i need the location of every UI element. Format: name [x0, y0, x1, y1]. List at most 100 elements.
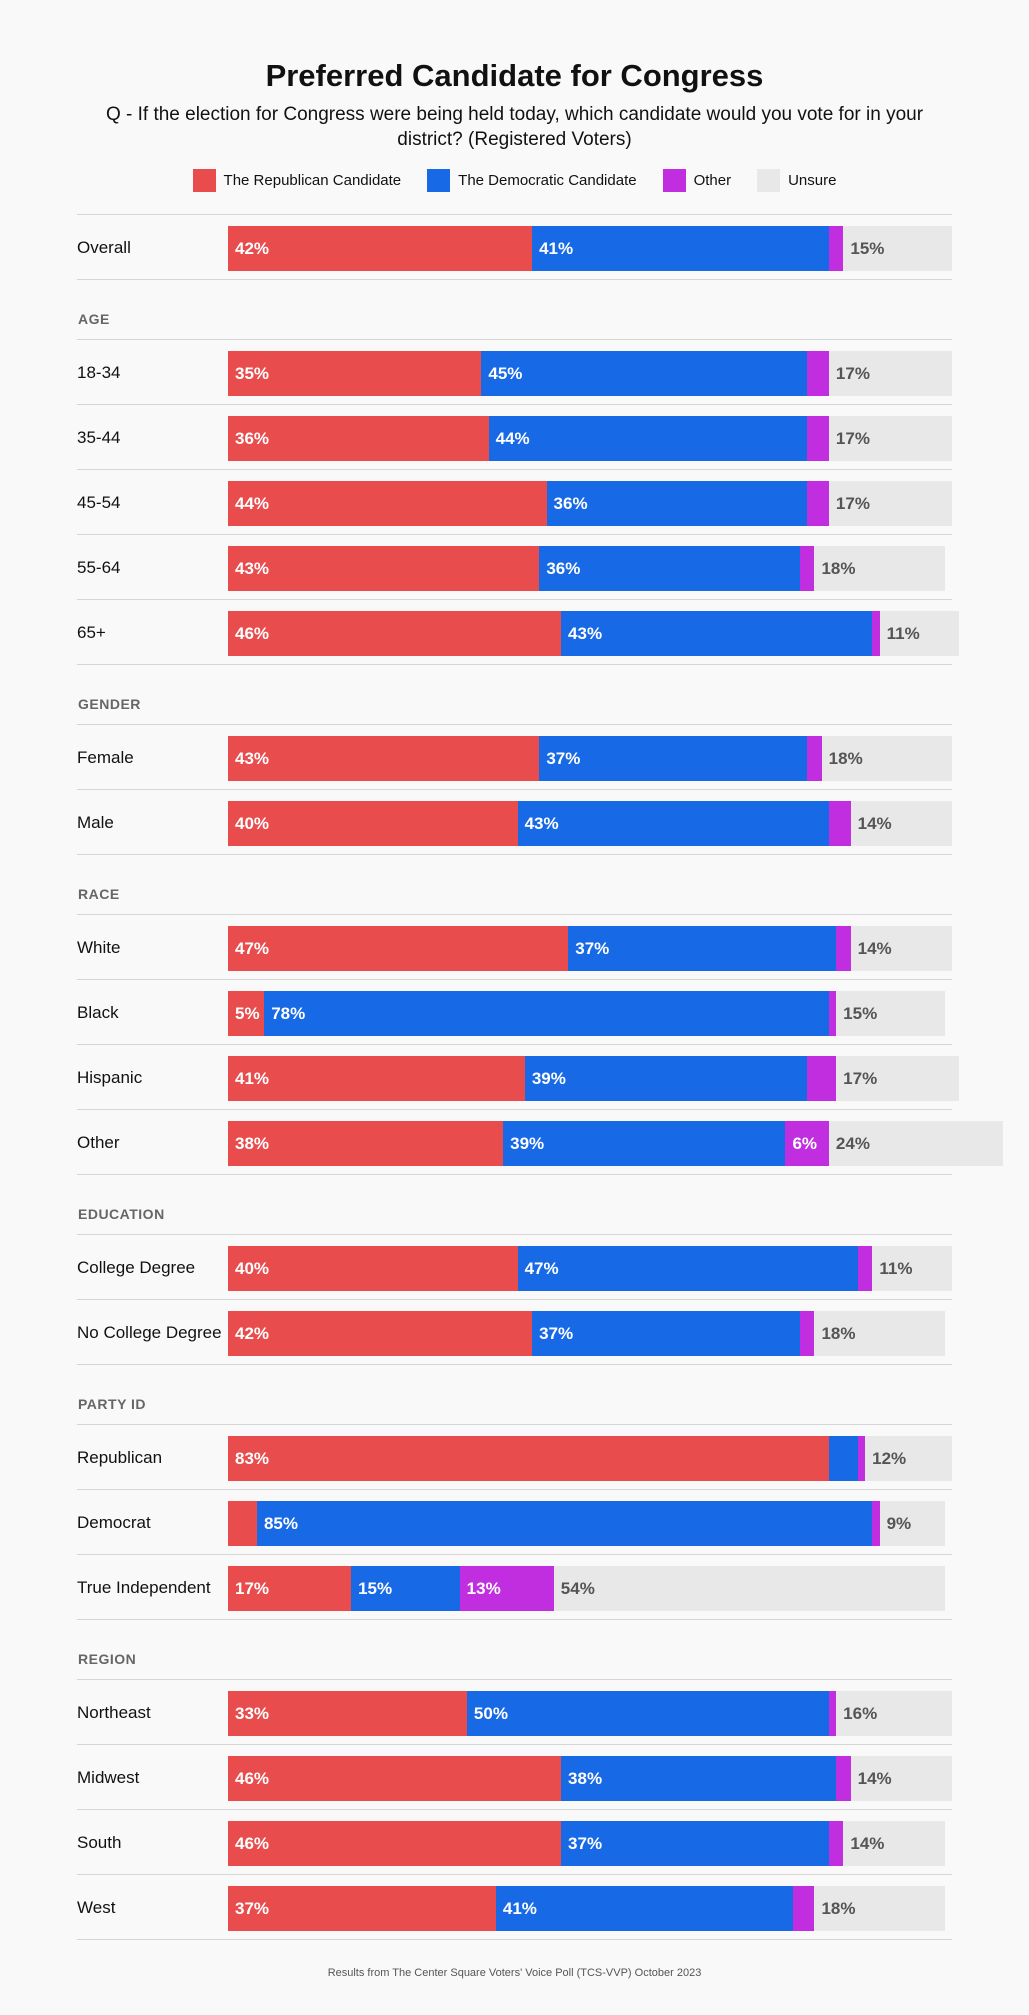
bar-segment-unsure — [814, 1311, 945, 1356]
row-label-republican: Republican — [77, 1448, 163, 1467]
section-label-age: AGE — [78, 311, 110, 327]
bar-segment-democratic — [517, 801, 829, 846]
data-label-republican: 40% — [235, 814, 270, 833]
section-label-party-id: PARTY ID — [78, 1396, 147, 1412]
bar-segment-republican — [228, 926, 569, 971]
row-label-south: South — [77, 1833, 122, 1852]
chart-footer: Results from The Center Square Voters' V… — [327, 1967, 702, 1979]
bar-segment-other — [836, 1756, 851, 1801]
data-label-unsure: 12% — [872, 1449, 907, 1468]
bar-segment-republican — [228, 1246, 518, 1291]
data-label-republican: 47% — [235, 939, 270, 958]
bar-segment-democratic — [466, 1691, 829, 1736]
divider-line — [77, 1299, 952, 1300]
bar-segment-republican — [228, 736, 540, 781]
divider-line — [77, 1679, 952, 1680]
bar-segment-republican — [228, 1501, 257, 1546]
bar-segment-republican — [228, 1436, 829, 1481]
bar-segment-unsure — [879, 611, 960, 656]
data-label-republican: 33% — [235, 1704, 270, 1723]
data-label-republican: 46% — [235, 624, 270, 643]
divider-line — [77, 789, 952, 790]
row-label-democrat: Democrat — [77, 1513, 151, 1532]
divider-line — [77, 339, 952, 340]
divider-line — [77, 854, 952, 855]
bar-segment-other — [807, 481, 829, 526]
row-label-midwest: Midwest — [77, 1768, 140, 1787]
bar-segment-republican — [228, 1566, 352, 1611]
bar-segment-unsure — [843, 226, 952, 271]
legend: The Republican Candidate The Democratic … — [0, 169, 1029, 192]
divider-line — [77, 1619, 952, 1620]
bar-segment-unsure — [850, 1756, 952, 1801]
bar-segment-other — [459, 1566, 554, 1611]
data-label-republican: 37% — [235, 1899, 270, 1918]
data-label-republican: 43% — [235, 559, 270, 578]
bar-segment-other — [857, 1436, 866, 1481]
bar-segment-democratic — [828, 1436, 858, 1481]
row-label-female: Female — [77, 748, 134, 767]
data-label-unsure: 17% — [835, 364, 870, 383]
data-label-unsure: 16% — [843, 1704, 878, 1723]
bar-segment-unsure — [553, 1566, 945, 1611]
bar-segment-democratic — [481, 351, 808, 396]
bar-segment-other — [792, 1886, 815, 1931]
bar-segment-unsure — [836, 991, 945, 1036]
divider-line — [77, 1364, 952, 1365]
data-label-unsure: 14% — [850, 1834, 885, 1853]
divider-line — [77, 279, 952, 280]
row-label-55-64: 55-64 — [77, 558, 121, 577]
data-label-democratic: 44% — [495, 429, 530, 448]
section-label-race: RACE — [78, 886, 120, 902]
row-label-overall: Overall — [77, 238, 131, 257]
divider-line — [77, 404, 952, 405]
bar-segment-unsure — [865, 1436, 952, 1481]
data-label-republican: 44% — [235, 494, 270, 513]
bar-segment-other — [857, 1246, 873, 1291]
bar-segment-republican — [228, 226, 533, 271]
row-label-college-degree: College Degree — [77, 1258, 196, 1277]
data-label-unsure: 9% — [886, 1514, 912, 1533]
bar-segment-republican — [228, 991, 265, 1036]
row-label-35-44: 35-44 — [77, 428, 121, 447]
data-label-democratic: 50% — [473, 1704, 508, 1723]
data-label-democratic: 37% — [546, 749, 581, 768]
bar-segment-other — [807, 416, 829, 461]
data-label-democratic: 43% — [524, 814, 559, 833]
divider-line — [77, 724, 952, 725]
divider-line — [77, 1489, 952, 1490]
bar-segment-democratic — [561, 1756, 837, 1801]
bar-segment-unsure — [828, 351, 952, 396]
divider-line — [77, 1044, 952, 1045]
data-label-unsure: 18% — [828, 749, 863, 768]
bar-segment-unsure — [850, 926, 952, 971]
bar-segment-democratic — [524, 1056, 808, 1101]
data-label-republican: 46% — [235, 1769, 270, 1788]
bar-segment-democratic — [532, 226, 829, 271]
legend-label-unsure: Unsure — [788, 172, 837, 189]
data-label-unsure: 18% — [821, 1324, 856, 1343]
bar-segment-democratic — [264, 991, 829, 1036]
bar-segment-unsure — [843, 1821, 945, 1866]
bar-segment-republican — [228, 481, 547, 526]
bar-segment-unsure — [879, 1501, 945, 1546]
divider-line — [77, 1744, 952, 1745]
bar-segment-unsure — [828, 416, 952, 461]
data-label-democratic: 39% — [510, 1134, 545, 1153]
data-label-republican: 43% — [235, 749, 270, 768]
divider-line — [77, 469, 952, 470]
divider-line — [77, 664, 952, 665]
bar-segment-other — [828, 1691, 837, 1736]
bar-segment-unsure — [828, 481, 952, 526]
divider-line — [77, 214, 952, 215]
bar-segment-other — [828, 226, 844, 271]
legend-item-other: Other — [662, 169, 732, 192]
divider-line — [77, 1554, 952, 1555]
data-label-republican: 46% — [235, 1834, 270, 1853]
bar-segment-unsure — [850, 801, 952, 846]
legend-label-other: Other — [693, 172, 732, 189]
data-label-democratic: 85% — [263, 1514, 298, 1533]
data-label-republican: 40% — [235, 1259, 270, 1278]
row-label-west: West — [77, 1898, 116, 1917]
data-label-unsure: 11% — [886, 624, 920, 643]
